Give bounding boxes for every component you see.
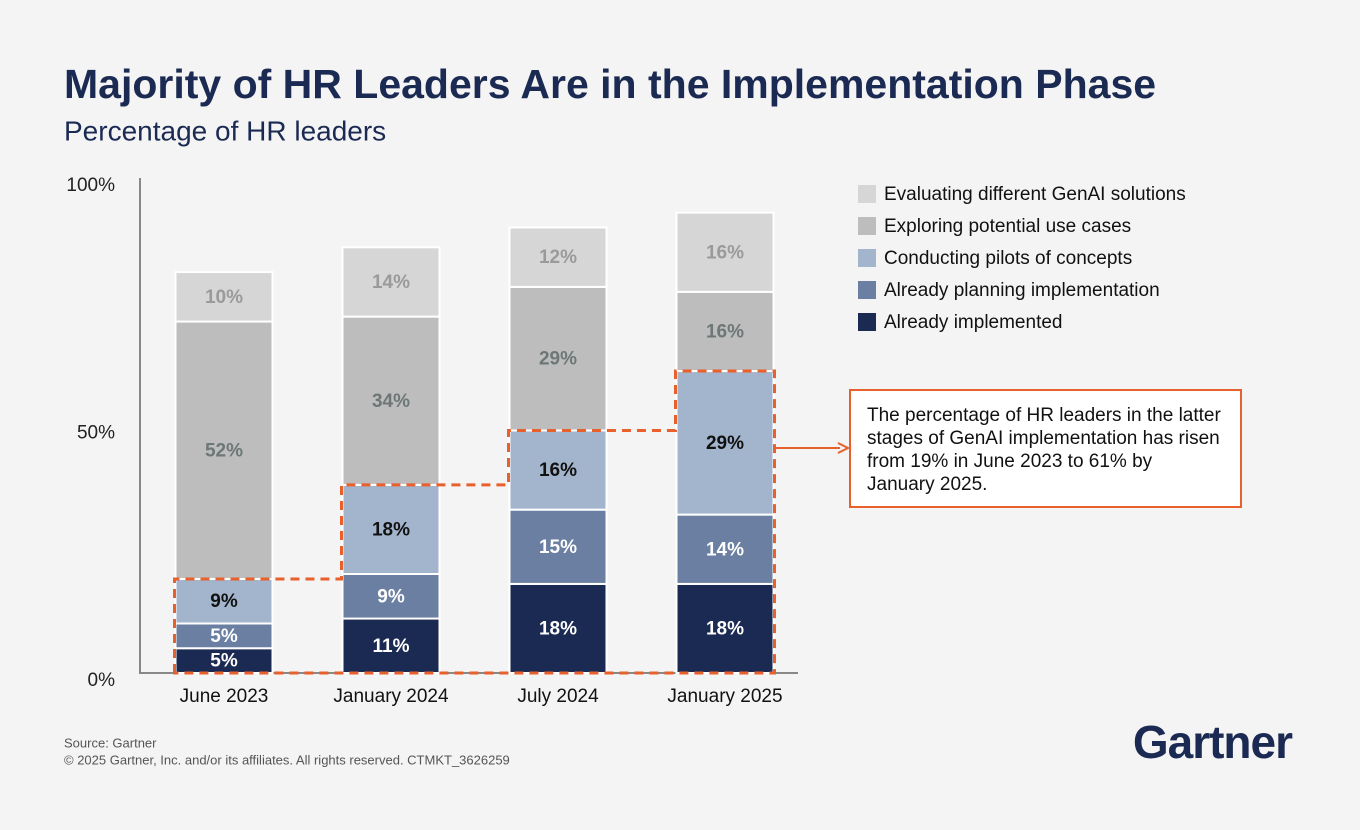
bar-segment <box>174 271 274 323</box>
legend-swatch <box>858 249 876 267</box>
bar-segment <box>508 285 608 432</box>
bar-segment <box>341 483 441 575</box>
value-label: 34% <box>372 391 410 412</box>
x-tick-label: January 2025 <box>667 686 782 707</box>
value-label: 5% <box>210 626 238 647</box>
value-label: 16% <box>706 321 744 342</box>
value-label: 29% <box>706 433 744 454</box>
bar-segment <box>174 647 274 674</box>
chart-subtitle: Percentage of HR leaders <box>64 115 386 146</box>
bar-segment <box>174 622 274 650</box>
legend-swatch <box>858 185 876 203</box>
legend-swatch <box>858 313 876 331</box>
value-label: 14% <box>706 539 744 560</box>
legend-label: Conducting pilots of concepts <box>884 248 1132 269</box>
bar-segment <box>508 582 608 675</box>
legend-swatch <box>858 217 876 235</box>
x-tick-label: June 2023 <box>180 686 269 707</box>
legend-label: Already implemented <box>884 312 1062 333</box>
bar-segment <box>341 246 441 318</box>
value-label: 9% <box>210 591 238 612</box>
value-label: 15% <box>539 537 577 558</box>
chart-title: Majority of HR Leaders Are in the Implem… <box>64 61 1156 107</box>
value-label: 18% <box>372 519 410 540</box>
value-label: 10% <box>205 287 243 308</box>
y-tick-label: 100% <box>66 175 115 196</box>
y-tick-label: 0% <box>88 670 116 691</box>
x-tick-label: January 2024 <box>333 686 449 707</box>
value-label: 16% <box>539 460 577 481</box>
value-label: 16% <box>706 242 744 263</box>
bar-segment <box>675 211 775 293</box>
legend-label: Exploring potential use cases <box>884 216 1131 237</box>
value-label: 11% <box>373 636 410 657</box>
source: Source: Gartner <box>64 735 157 750</box>
x-tick-label: July 2024 <box>517 686 599 707</box>
bar-segment <box>341 617 441 674</box>
bar-segment <box>508 226 608 288</box>
value-label: 18% <box>706 618 744 639</box>
legend-label: Evaluating different GenAI solutions <box>884 184 1186 205</box>
value-label: 18% <box>539 618 577 639</box>
bar-segment <box>675 513 775 585</box>
legend-swatch <box>858 281 876 299</box>
legend-label: Already planning implementation <box>884 280 1160 301</box>
bar-segment <box>341 315 441 486</box>
highlight-outline <box>173 369 776 675</box>
value-label: 5% <box>210 651 238 672</box>
value-label: 52% <box>205 440 243 461</box>
value-label: 12% <box>539 247 577 268</box>
value-label: 9% <box>377 586 405 607</box>
logo: Gartner <box>1133 716 1293 768</box>
value-label: 29% <box>539 349 577 370</box>
y-tick-label: 50% <box>77 423 115 444</box>
callout-arrowhead <box>837 442 851 454</box>
bar-segment <box>341 573 441 620</box>
annotation: The percentage of HR leaders in the latt… <box>849 389 1242 508</box>
bar-segment <box>675 582 775 675</box>
bar-segment <box>675 290 775 373</box>
value-label: 14% <box>372 272 410 293</box>
copyright: © 2025 Gartner, Inc. and/or its affiliat… <box>64 752 510 767</box>
